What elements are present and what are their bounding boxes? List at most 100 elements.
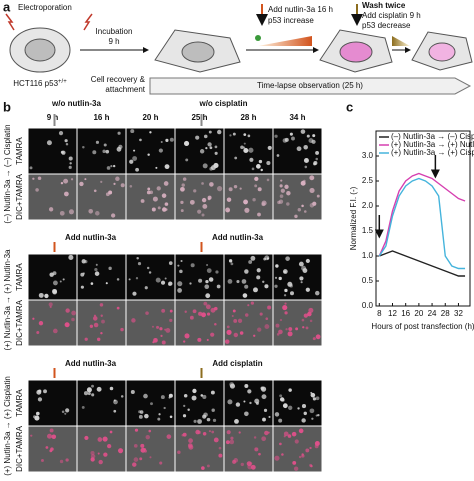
- cell: [195, 135, 200, 140]
- cell: [166, 434, 172, 439]
- cell: [169, 137, 174, 142]
- cell: [100, 314, 103, 317]
- cell: [37, 176, 42, 180]
- cell: [90, 457, 95, 462]
- cell: [285, 256, 290, 261]
- cell: [106, 166, 111, 170]
- cell: [315, 396, 320, 401]
- cell: [302, 326, 305, 329]
- cell: [183, 140, 190, 147]
- cell: [226, 329, 232, 335]
- y-tick-label: 0.0: [362, 301, 374, 310]
- cell: [160, 280, 166, 285]
- cell: [191, 395, 197, 401]
- cell: [287, 281, 293, 287]
- cell: [208, 277, 214, 282]
- cell: [274, 412, 280, 417]
- legend-label: (–) Nutlin-3a → (–) Cisplatin: [391, 132, 474, 141]
- panel-label: a: [3, 0, 11, 14]
- label: Cell recovery &: [91, 75, 146, 84]
- cell: [218, 446, 222, 450]
- cell: [302, 268, 308, 273]
- cell: [185, 158, 189, 162]
- cell: [91, 393, 95, 397]
- cell: [112, 164, 116, 168]
- cell: [303, 210, 307, 213]
- cell: [303, 179, 306, 183]
- cell: [303, 145, 308, 150]
- cell: [132, 462, 137, 467]
- cell: [71, 310, 76, 316]
- cell: [149, 456, 152, 459]
- cell: [133, 444, 138, 448]
- cell: [129, 184, 133, 188]
- cell: [280, 188, 285, 193]
- cell: [68, 254, 74, 260]
- cell: [242, 293, 248, 298]
- cell: [148, 271, 152, 274]
- cell: [117, 131, 121, 135]
- y-tick-label: 0.5: [362, 276, 374, 285]
- x-tick-label: 24: [428, 309, 437, 318]
- cell: [240, 462, 244, 467]
- cell: [278, 276, 282, 281]
- cell: [238, 431, 241, 434]
- cell: [256, 275, 261, 280]
- cell: [287, 331, 293, 337]
- cell: [297, 407, 300, 410]
- cell: [267, 305, 272, 310]
- cell: [139, 138, 142, 142]
- cell: [120, 327, 124, 332]
- cell: [233, 319, 238, 323]
- cell: [137, 262, 142, 266]
- cell: [227, 399, 233, 405]
- cell: [189, 199, 195, 205]
- cell: [257, 212, 261, 217]
- cell: [264, 324, 270, 329]
- cell: [203, 301, 208, 306]
- cell: [268, 415, 271, 418]
- cell: [168, 396, 171, 399]
- cell: [309, 446, 312, 450]
- cell: [308, 307, 314, 313]
- cell: [143, 449, 147, 453]
- label: p53 increase: [268, 16, 314, 25]
- cell: [197, 419, 202, 424]
- column-header: 9 h: [47, 113, 59, 122]
- cell: [29, 166, 33, 170]
- cell: [150, 402, 153, 406]
- cell: [44, 293, 49, 299]
- cell: [180, 186, 185, 192]
- label: attachment: [105, 85, 145, 94]
- cell: [99, 303, 104, 307]
- cell: [243, 133, 247, 137]
- cell: [169, 318, 173, 322]
- cell: [162, 207, 167, 212]
- label: Electroporation: [18, 3, 72, 12]
- cell: [311, 417, 314, 420]
- legend-label: (+) Nutlin-3a → (+) Nutlin-3a: [391, 140, 474, 149]
- cell: [282, 403, 288, 409]
- cell: [284, 137, 289, 142]
- cell: [110, 213, 116, 218]
- x-axis-label: Hours of post transfection (h): [371, 322, 474, 331]
- cell: [177, 450, 181, 454]
- cell: [193, 419, 197, 423]
- cell: [315, 290, 320, 296]
- cell: [95, 140, 100, 144]
- group-label: (+) Nutlin-3a → (+) Nutlin-3a: [3, 249, 12, 350]
- cell: [294, 439, 299, 444]
- cell: [201, 466, 205, 470]
- column-header: 25 h: [191, 113, 207, 122]
- cell: [163, 406, 166, 410]
- cell: [100, 180, 103, 183]
- cell: [157, 417, 161, 421]
- micrograph: [175, 380, 224, 426]
- cell: [248, 147, 254, 153]
- cell: [286, 202, 290, 206]
- cell: [204, 284, 210, 290]
- cell: [203, 134, 208, 139]
- cell: [283, 431, 289, 437]
- cell: [218, 453, 223, 458]
- cell: [32, 317, 35, 320]
